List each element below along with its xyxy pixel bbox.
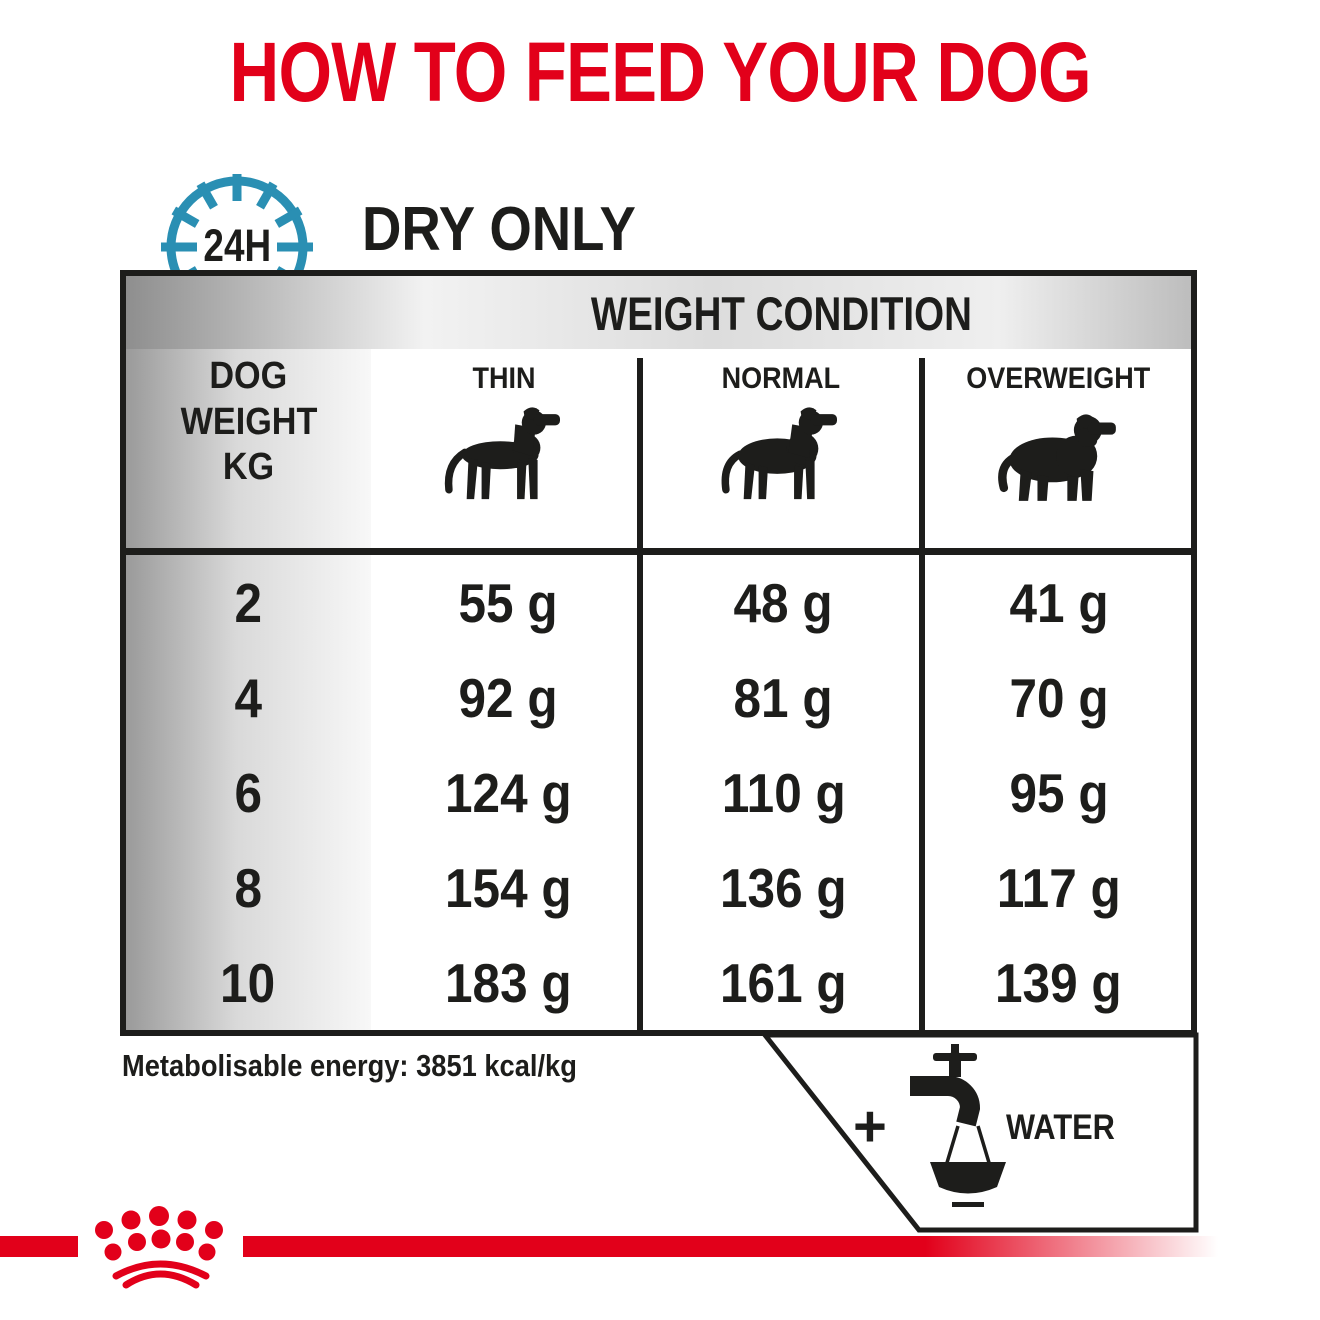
kg-value: 4	[234, 666, 262, 729]
feeding-table: WEIGHT CONDITION DOG WEIGHT KG THIN NORM…	[120, 270, 1197, 1036]
table-row: 6 124 g 110 g 95 g	[126, 745, 1191, 840]
thin-ration: 154 g	[444, 856, 572, 919]
normal-dog-icon	[643, 400, 919, 516]
clock-24h-label: 24H	[203, 220, 271, 271]
dry-only-heading: DRY ONLY	[362, 195, 636, 264]
page-title-text: HOW TO FEED YOUR DOG	[229, 25, 1091, 119]
overweight-dog-icon	[925, 400, 1191, 516]
page-title: HOW TO FEED YOUR DOG	[0, 24, 1320, 121]
column-header-overweight: OVERWEIGHT	[965, 362, 1151, 395]
overweight-ration: 95 g	[1009, 761, 1109, 824]
column-divider-1	[637, 358, 643, 1030]
water-label: WATER	[1006, 1108, 1115, 1147]
normal-ration: 110 g	[721, 761, 846, 824]
overweight-ration: 117 g	[996, 856, 1121, 919]
energy-note: Metabolisable energy: 3851 kcal/kg	[122, 1048, 577, 1083]
thin-dog-icon	[371, 400, 637, 516]
table-row: 2 55 g 48 g 41 g	[126, 555, 1191, 650]
normal-ration: 136 g	[720, 856, 847, 919]
overweight-ration: 41 g	[1009, 571, 1109, 634]
kg-value: 6	[234, 761, 262, 824]
royal-canin-crown-logo	[95, 1206, 223, 1289]
brand-bar-right	[243, 1236, 1218, 1257]
table-row: 8 154 g 136 g 117 g	[126, 840, 1191, 935]
water-tap-icon	[910, 1044, 1006, 1207]
overweight-ration: 70 g	[1009, 666, 1109, 729]
weight-condition-header: WEIGHT CONDITION	[590, 287, 972, 340]
table-row: 4 92 g 81 g 70 g	[126, 650, 1191, 745]
column-header-normal: NORMAL	[721, 362, 841, 395]
thin-ration: 183 g	[444, 951, 572, 1014]
normal-ration: 48 g	[733, 571, 833, 634]
thin-ration: 124 g	[444, 761, 572, 824]
kg-value: 10	[220, 951, 276, 1014]
feeding-table-body: 2 55 g 48 g 41 g 4 92 g 81 g 70 g 6 124 …	[126, 555, 1191, 1030]
column-divider-2	[919, 358, 925, 1030]
header-separator-line	[126, 548, 1191, 555]
brand-bar-left	[0, 1236, 78, 1257]
overweight-ration: 139 g	[995, 951, 1123, 1014]
table-row-header-column	[126, 349, 371, 1030]
plus-sign: +	[853, 1094, 887, 1159]
column-header-thin: THIN	[472, 362, 536, 395]
normal-ration: 81 g	[733, 666, 833, 729]
table-header-band	[126, 276, 1191, 349]
thin-ration: 55 g	[458, 571, 558, 634]
normal-ration: 161 g	[720, 951, 847, 1014]
kg-value: 8	[234, 856, 262, 919]
dog-weight-kg-header: DOG WEIGHT KG	[180, 355, 317, 489]
thin-ration: 92 g	[458, 666, 558, 729]
kg-value: 2	[234, 571, 262, 634]
table-row: 10 183 g 161 g 139 g	[126, 935, 1191, 1030]
